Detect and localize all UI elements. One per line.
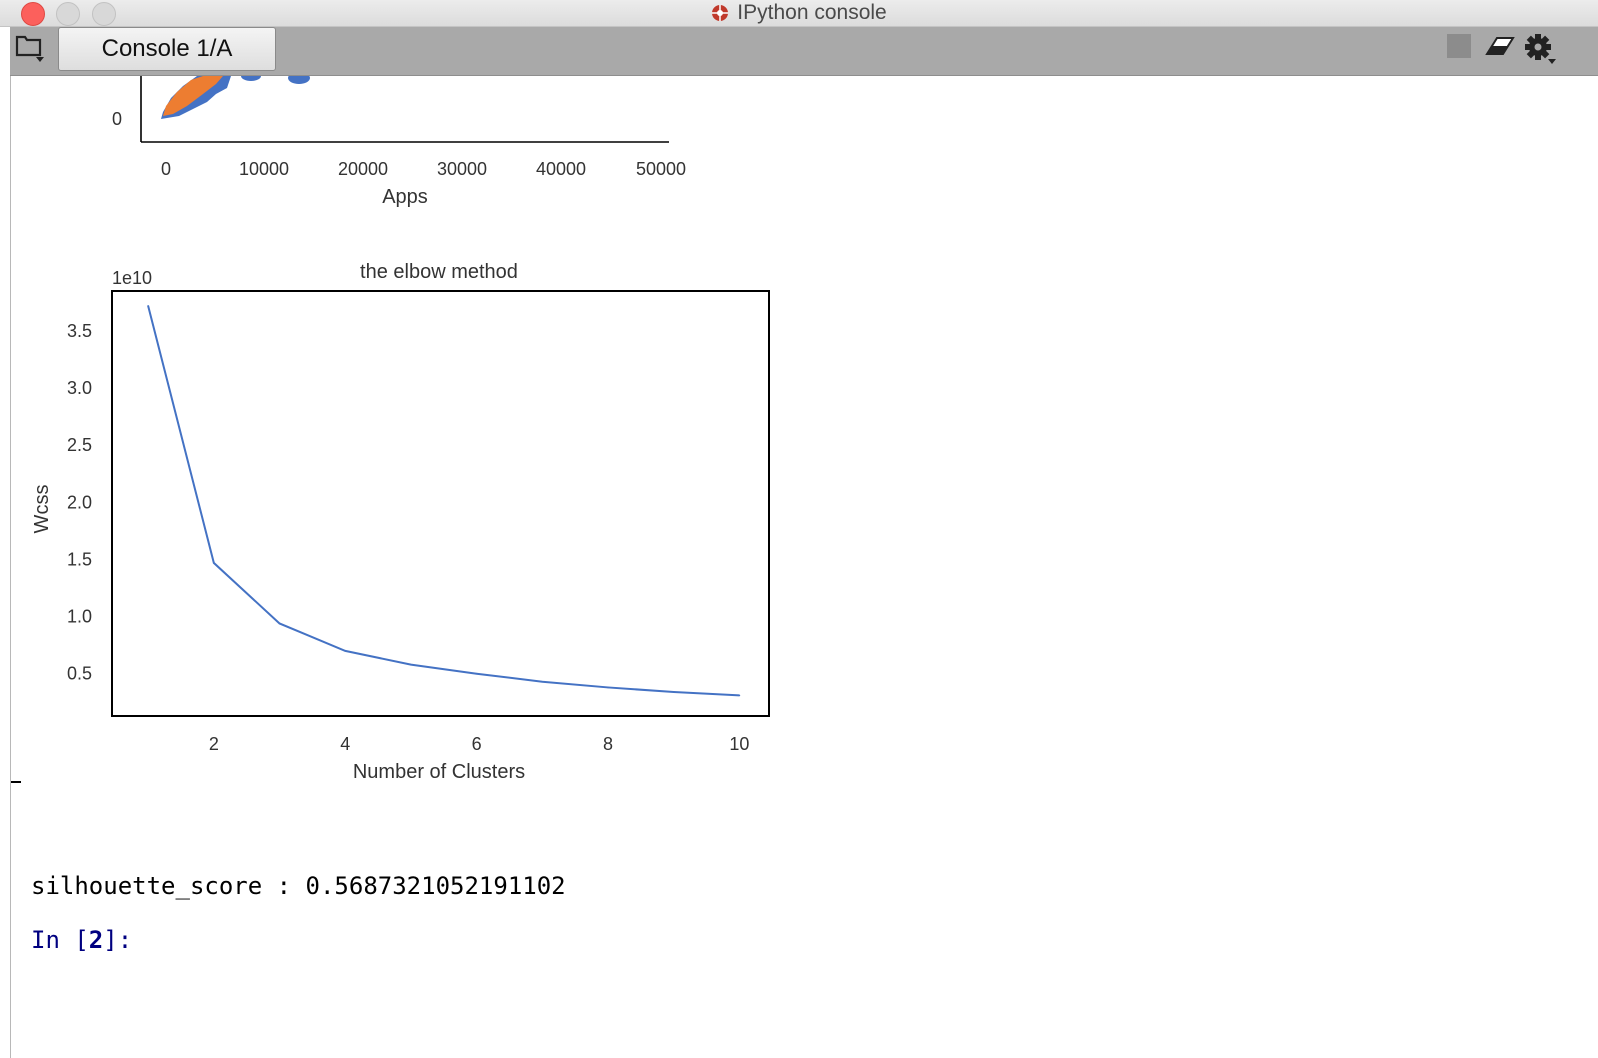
spyder-icon xyxy=(712,5,729,21)
scatter-x-tick: 0 xyxy=(161,159,171,179)
data-point xyxy=(541,680,544,683)
data-point xyxy=(278,622,281,625)
y-tick-label: 2.5 xyxy=(67,435,92,455)
data-point xyxy=(344,650,347,652)
scatter-x-tick: 50000 xyxy=(636,159,686,179)
splitter-marker xyxy=(11,781,21,783)
x-tick-label: 6 xyxy=(472,734,482,754)
data-point xyxy=(672,691,675,693)
input-prompt[interactable]: In [2]: xyxy=(31,926,132,954)
window-title-container: IPython console xyxy=(0,0,1598,26)
prompt-prefix: In [ xyxy=(31,926,89,954)
axis-ticks: 2 4 6 8 10 0.5 1.0 1.5 2.0 2.5 3.0 3.5 xyxy=(67,321,749,754)
scatter-plot: 0 0 10000 20000 30000 40000 50000 Apps xyxy=(112,76,686,208)
data-point xyxy=(213,562,215,564)
console-tab-bar: Console 1/A xyxy=(10,27,1598,76)
eraser-icon[interactable] xyxy=(1483,34,1515,58)
close-window-button[interactable] xyxy=(21,2,45,26)
scatter-points xyxy=(161,76,310,119)
prompt-suffix: ]: xyxy=(103,926,133,954)
prompt-number: 2 xyxy=(88,926,104,954)
data-point xyxy=(607,686,609,689)
y-tick-label: 3.5 xyxy=(67,321,92,341)
scatter-y-tick: 0 xyxy=(112,109,122,129)
scatter-x-tick: 30000 xyxy=(437,159,487,179)
chart-title: the elbow method xyxy=(360,261,518,283)
tab-label: Console 1/A xyxy=(101,35,233,62)
data-point xyxy=(475,672,478,675)
plot-frame xyxy=(111,290,770,717)
y-offset-label: 1e10 xyxy=(112,268,152,288)
x-tick-label: 10 xyxy=(729,734,749,754)
data-point xyxy=(147,305,149,307)
y-tick-label: 3.0 xyxy=(67,378,92,398)
x-tick-label: 4 xyxy=(340,734,350,754)
y-tick-label: 2.0 xyxy=(67,492,92,512)
browse-tabs-icon[interactable] xyxy=(14,31,46,65)
gear-icon[interactable] xyxy=(1522,31,1558,67)
zoom-window-button[interactable] xyxy=(92,2,116,26)
wcss-series-line xyxy=(147,305,740,697)
console-output-area[interactable]: 0 0 10000 20000 30000 40000 50000 Apps t… xyxy=(10,76,1598,1058)
series-group xyxy=(147,305,741,697)
y-tick-label: 0.5 xyxy=(67,664,92,684)
minimize-window-button[interactable] xyxy=(56,2,80,26)
tab-console-1a[interactable]: Console 1/A xyxy=(58,27,276,71)
stop-kernel-button[interactable] xyxy=(1447,34,1471,58)
window-title: IPython console xyxy=(737,1,887,24)
y-tick-label: 1.5 xyxy=(67,549,92,569)
scatter-x-tick: 10000 xyxy=(239,159,289,179)
window-titlebar: IPython console xyxy=(0,0,1598,27)
x-axis-label: Number of Clusters xyxy=(353,761,525,783)
scatter-x-tick: 20000 xyxy=(338,159,388,179)
x-tick-label: 2 xyxy=(209,734,219,754)
data-point xyxy=(738,694,741,697)
x-tick-label: 8 xyxy=(603,734,613,754)
y-axis-label: Wcss xyxy=(31,485,53,534)
silhouette-output: silhouette_score : 0.5687321052191102 xyxy=(31,872,566,900)
scatter-x-label: Apps xyxy=(382,186,428,208)
elbow-chart: the elbow method 1e10 Wcss Number of Clu… xyxy=(31,261,770,783)
scatter-x-tick: 40000 xyxy=(536,159,586,179)
y-tick-label: 1.0 xyxy=(67,607,92,627)
data-point xyxy=(410,663,412,666)
